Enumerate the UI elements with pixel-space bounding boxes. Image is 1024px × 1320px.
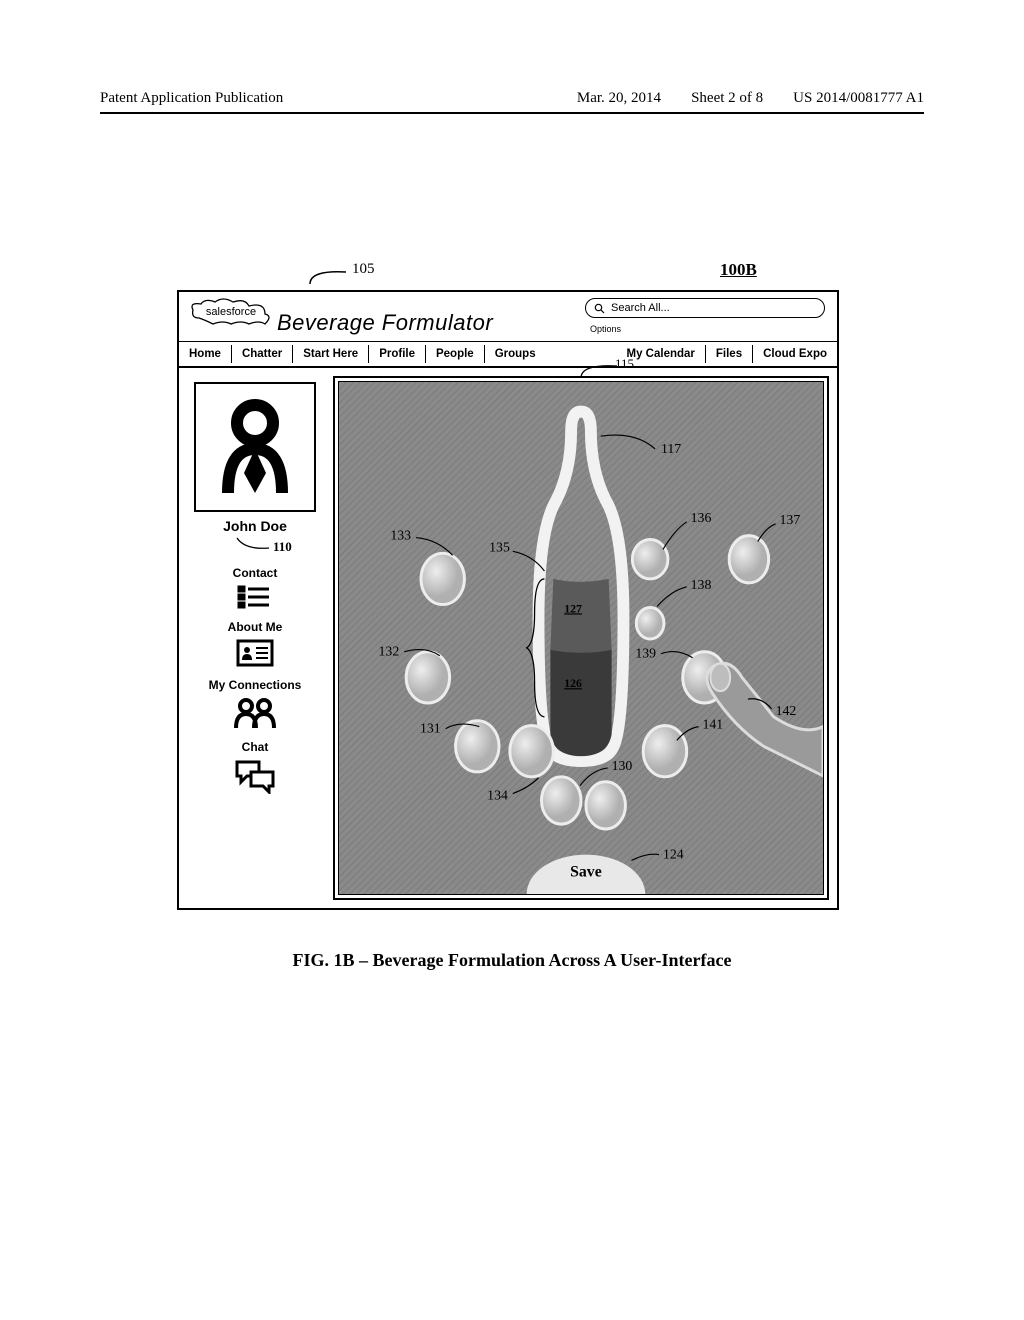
sidebar-item-label: About Me [228,620,283,634]
pub-number: US 2014/0081777 A1 [793,90,924,107]
callout-105: 105 [306,261,386,291]
bubble-137[interactable] [729,536,769,583]
ref-131: 131 [420,721,441,736]
formulator-canvas-frame: 127 126 [333,376,829,900]
sheet-number: Sheet 2 of 8 [691,90,763,107]
tab-profile[interactable]: Profile [369,348,425,360]
search-placeholder: Search All... [611,302,670,314]
bubble-131[interactable] [456,721,499,772]
sidebar-item-contact[interactable]: Contact [189,566,321,610]
ref-136: 136 [691,510,712,525]
bubble-138[interactable] [636,607,664,639]
tab-my-calendar[interactable]: My Calendar [617,348,705,360]
sidebar-item-label: Chat [242,740,269,754]
ref-134: 134 [487,787,508,802]
sidebar-item-about-me[interactable]: About Me [189,620,321,668]
sidebar-item-label: My Connections [209,678,302,692]
user-name: John Doe [189,518,321,534]
ref-127: 127 [564,601,582,615]
bubble-132[interactable] [406,652,449,703]
ref-133: 133 [390,528,411,543]
ref-138: 138 [691,577,712,592]
tab-home[interactable]: Home [179,348,231,360]
formulator-canvas[interactable]: 127 126 [338,381,824,895]
sidebar: John Doe 110 Contact About Me [179,368,329,908]
ref-117: 117 [661,441,681,456]
bubble-134[interactable] [510,726,553,777]
avatar-icon [216,397,294,497]
app-window: salesforce Beverage Formulator Search Al… [177,290,839,910]
ref-132: 132 [379,644,400,659]
bubble-140[interactable] [586,782,626,829]
pub-date: Mar. 20, 2014 [577,90,661,107]
search-icon [594,303,605,314]
search-input[interactable]: Search All... [585,298,825,318]
sidebar-item-label: Contact [233,566,278,580]
ref-142: 142 [776,703,797,718]
sidebar-item-my-connections[interactable]: My Connections [189,678,321,730]
callout-105-number: 105 [352,261,375,278]
figure-caption: FIG. 1B – Beverage Formulation Across A … [0,950,1024,971]
save-label: Save [570,863,602,880]
ref-126: 126 [564,676,582,690]
tab-files[interactable]: Files [706,348,752,360]
ref-130: 130 [612,758,633,773]
nav-tabs: Home Chatter Start Here Profile People G… [179,342,837,368]
tab-chatter[interactable]: Chatter [232,348,292,360]
options-link[interactable]: Options [590,324,621,334]
callout-110: 110 [195,536,315,556]
content-area: John Doe 110 Contact About Me [179,368,837,908]
page-header: Patent Application Publication Mar. 20, … [100,90,924,107]
bubble-130[interactable] [541,777,581,824]
svg-text:110: 110 [273,539,292,554]
chat-icon [233,758,277,794]
tab-cloud-expo[interactable]: Cloud Expo [753,348,837,360]
header-rule [100,112,924,114]
tab-groups[interactable]: Groups [485,348,546,360]
figure-id-label: 100B [720,260,757,280]
bubble-136[interactable] [632,540,668,579]
id-card-icon [235,638,275,668]
logo-text: salesforce [206,306,256,318]
tab-start-here[interactable]: Start Here [293,348,368,360]
list-icon [235,584,275,610]
app-title: Beverage Formulator [277,310,493,336]
people-icon [230,696,280,730]
app-topbar: salesforce Beverage Formulator Search Al… [179,292,837,342]
pub-type: Patent Application Publication [100,90,283,107]
salesforce-logo: salesforce [187,296,275,332]
ref-135: 135 [489,539,510,554]
avatar[interactable] [194,382,316,512]
ref-124: 124 [663,847,684,862]
sidebar-item-chat[interactable]: Chat [189,740,321,794]
tab-people[interactable]: People [426,348,484,360]
ref-139: 139 [635,646,656,661]
bubble-133[interactable] [421,553,464,604]
ref-141: 141 [702,717,723,732]
ref-137: 137 [780,512,801,527]
bubble-141[interactable] [643,726,686,777]
